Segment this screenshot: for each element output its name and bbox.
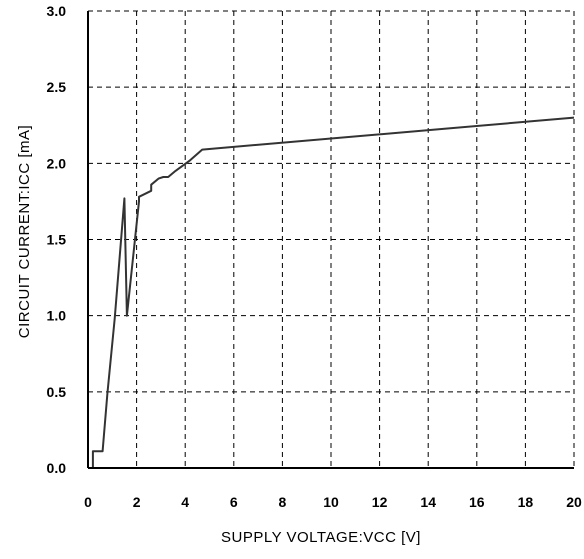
x-tick-label: 20 [566, 494, 582, 510]
x-tick-label: 0 [84, 494, 92, 510]
x-axis-title: SUPPLY VOLTAGE:VCC [V] [221, 529, 421, 546]
grid-layer [88, 11, 574, 468]
series-line-0 [88, 116, 575, 469]
y-axis-title: CIRCUIT CURRENT:ICC [mA] [16, 125, 33, 338]
y-tick-label: 2.0 [47, 155, 67, 171]
x-tick-label: 10 [323, 494, 339, 510]
x-tick-label: 6 [230, 494, 238, 510]
frame-layer [87, 10, 575, 469]
tick-label-layer: 0 2 4 6 8 10 12 14 16 18 20 0.0 0.5 1.0 1.5 2.0 2.5 3.0 [47, 3, 582, 510]
y-tick-label: 1.5 [47, 232, 67, 248]
x-tick-label: 14 [420, 494, 436, 510]
y-tick-label: 2.5 [47, 79, 67, 95]
y-tick-label: 3.0 [47, 3, 67, 19]
y-tick-label: 0.5 [47, 384, 67, 400]
x-tick-label: 4 [181, 494, 189, 510]
x-tick-label: 18 [518, 494, 534, 510]
x-tick-label: 8 [279, 494, 287, 510]
series-layer [88, 116, 575, 469]
y-tick-label: 1.0 [47, 308, 67, 324]
y-tick-label: 0.0 [47, 460, 67, 476]
x-tick-label: 16 [469, 494, 485, 510]
x-tick-label: 2 [133, 494, 141, 510]
x-tick-label: 12 [372, 494, 388, 510]
